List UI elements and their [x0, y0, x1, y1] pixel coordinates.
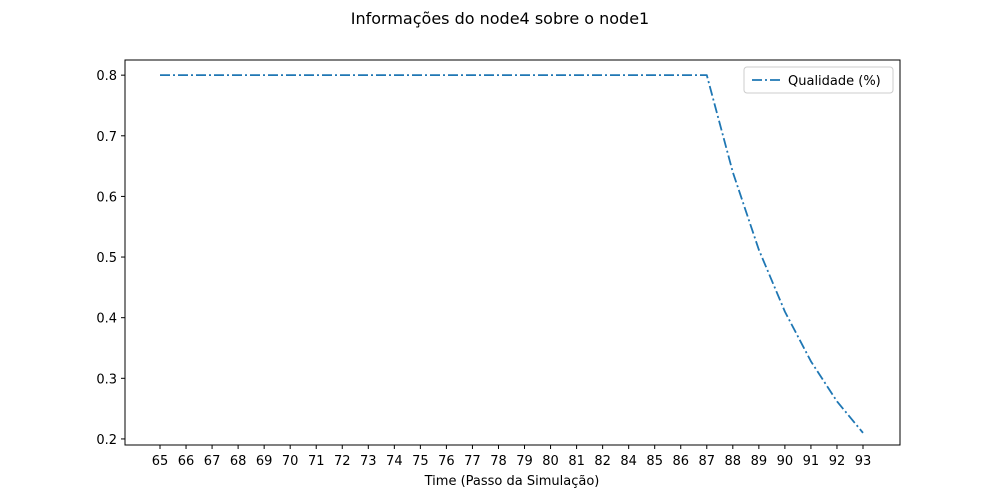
data-point [289, 74, 291, 76]
data-point [628, 74, 630, 76]
data-point [862, 432, 864, 434]
data-point [836, 400, 838, 402]
x-tick-label: 86 [672, 454, 689, 469]
data-point [211, 74, 213, 76]
x-tick-label: 69 [256, 454, 273, 469]
data-point [419, 74, 421, 76]
x-tick-label: 80 [542, 454, 559, 469]
y-tick-label: 0.4 [96, 312, 117, 327]
x-tick-label: 87 [699, 454, 716, 469]
x-tick-label: 71 [308, 454, 325, 469]
x-tick-label: 72 [334, 454, 351, 469]
data-point [602, 74, 604, 76]
y-tick-label: 0.7 [96, 130, 117, 145]
x-tick-label: 70 [282, 454, 299, 469]
data-point [706, 74, 708, 76]
data-point [446, 74, 448, 76]
data-point [159, 74, 161, 76]
data-point [654, 74, 656, 76]
x-tick-label: 79 [516, 454, 533, 469]
data-point [315, 74, 317, 76]
series-layer [159, 74, 864, 434]
data-point [550, 74, 552, 76]
x-tick-label: 90 [777, 454, 794, 469]
x-tick-label: 66 [178, 454, 195, 469]
x-tick-label: 65 [152, 454, 169, 469]
legend-box [743, 66, 894, 94]
x-tick-label: 78 [490, 454, 507, 469]
data-point [472, 74, 474, 76]
x-tick-label: 92 [829, 454, 846, 469]
data-point [758, 249, 760, 251]
x-tick-label: 76 [438, 454, 455, 469]
y-tick-label: 0.2 [96, 433, 117, 448]
data-point [680, 74, 682, 76]
legend: Qualidade (%) [743, 66, 894, 94]
data-point [524, 74, 526, 76]
data-point [185, 74, 187, 76]
y-tick-label: 0.5 [96, 251, 117, 266]
x-tick-label: 93 [855, 454, 872, 469]
x-tick-label: 82 [594, 454, 611, 469]
x-axis: 65 66 67 68 69 70 71 72 73 74 75 76 77 78 79 80 81 82 84 85… [152, 445, 872, 469]
data-point [732, 171, 734, 173]
data-point [576, 74, 578, 76]
data-point [341, 74, 343, 76]
x-tick-label: 85 [646, 454, 663, 469]
data-point [367, 74, 369, 76]
x-tick-label: 81 [568, 454, 585, 469]
x-tick-label: 75 [412, 454, 429, 469]
y-tick-label: 0.8 [96, 69, 117, 84]
x-axis-label: Time (Passo da Simulação) [424, 474, 600, 489]
data-point [810, 360, 812, 362]
x-tick-label: 68 [230, 454, 247, 469]
x-tick-label: 73 [360, 454, 377, 469]
x-tick-label: 74 [386, 454, 403, 469]
legend-label: Qualidade (%) [788, 74, 881, 89]
data-point [498, 74, 500, 76]
series-line-qualidade [160, 74, 864, 434]
data-point [393, 74, 395, 76]
y-tick-label: 0.3 [96, 372, 117, 387]
data-point [263, 74, 265, 76]
data-point [784, 311, 786, 313]
x-tick-label: 88 [725, 454, 742, 469]
x-tick-label: 77 [464, 454, 481, 469]
plot-area-frame [124, 59, 901, 446]
x-tick-label: 84 [620, 454, 637, 469]
data-point [237, 74, 239, 76]
x-tick-label: 67 [204, 454, 221, 469]
x-tick-label: 91 [803, 454, 820, 469]
chart-title: Informações do node4 sobre o node1 [351, 9, 649, 28]
x-tick-label: 89 [751, 454, 768, 469]
y-axis: 0.2 0.3 0.4 0.5 0.6 0.7 0.8 [96, 69, 125, 448]
y-tick-label: 0.6 [96, 190, 117, 205]
